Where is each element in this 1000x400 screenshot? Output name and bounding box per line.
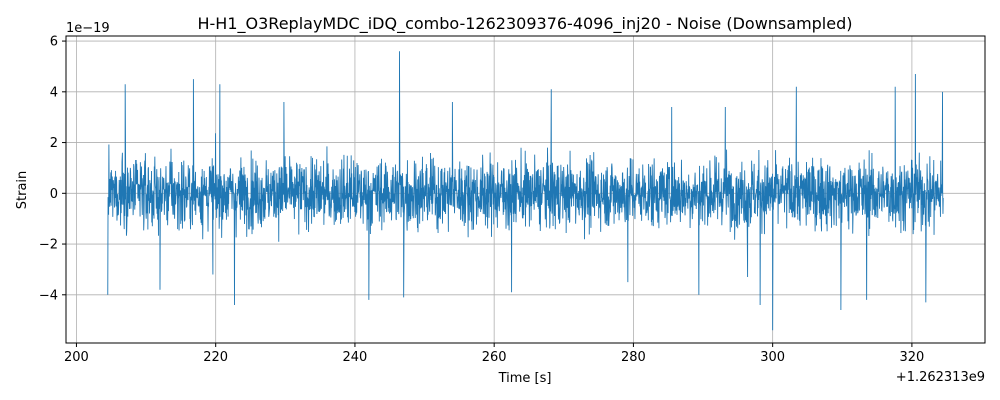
y-tick-label: −2 bbox=[39, 238, 58, 253]
y-tick-label: 2 bbox=[50, 136, 58, 151]
y-scale-label: 1e−19 bbox=[66, 21, 110, 36]
x-axis-ticks: 200 220 240 260 280 300 320 bbox=[64, 343, 924, 365]
chart-title: H-H1_O3ReplayMDC_iDQ_combo-1262309376-40… bbox=[198, 14, 853, 34]
y-axis-ticks: −4 −2 0 2 4 6 bbox=[39, 35, 66, 303]
y-tick-label: 4 bbox=[50, 85, 58, 100]
y-axis-label: Strain bbox=[15, 171, 30, 210]
x-tick-label: 240 bbox=[343, 350, 368, 365]
x-tick-label: 260 bbox=[482, 350, 507, 365]
axes-frame bbox=[65, 35, 986, 344]
x-tick-label: 220 bbox=[203, 350, 228, 365]
series-layer bbox=[107, 51, 944, 331]
y-tick-label: 0 bbox=[50, 187, 58, 202]
x-tick-label: 280 bbox=[621, 350, 646, 365]
x-offset-label: +1.262313e9 bbox=[896, 370, 985, 385]
x-tick-label: 200 bbox=[64, 350, 89, 365]
x-tick-label: 320 bbox=[899, 350, 924, 365]
x-tick-label: 300 bbox=[760, 350, 785, 365]
y-tick-label: −4 bbox=[39, 288, 58, 303]
noise-series-line bbox=[107, 51, 944, 331]
x-axis-label: Time [s] bbox=[498, 371, 552, 386]
y-tick-label: 6 bbox=[50, 35, 58, 50]
